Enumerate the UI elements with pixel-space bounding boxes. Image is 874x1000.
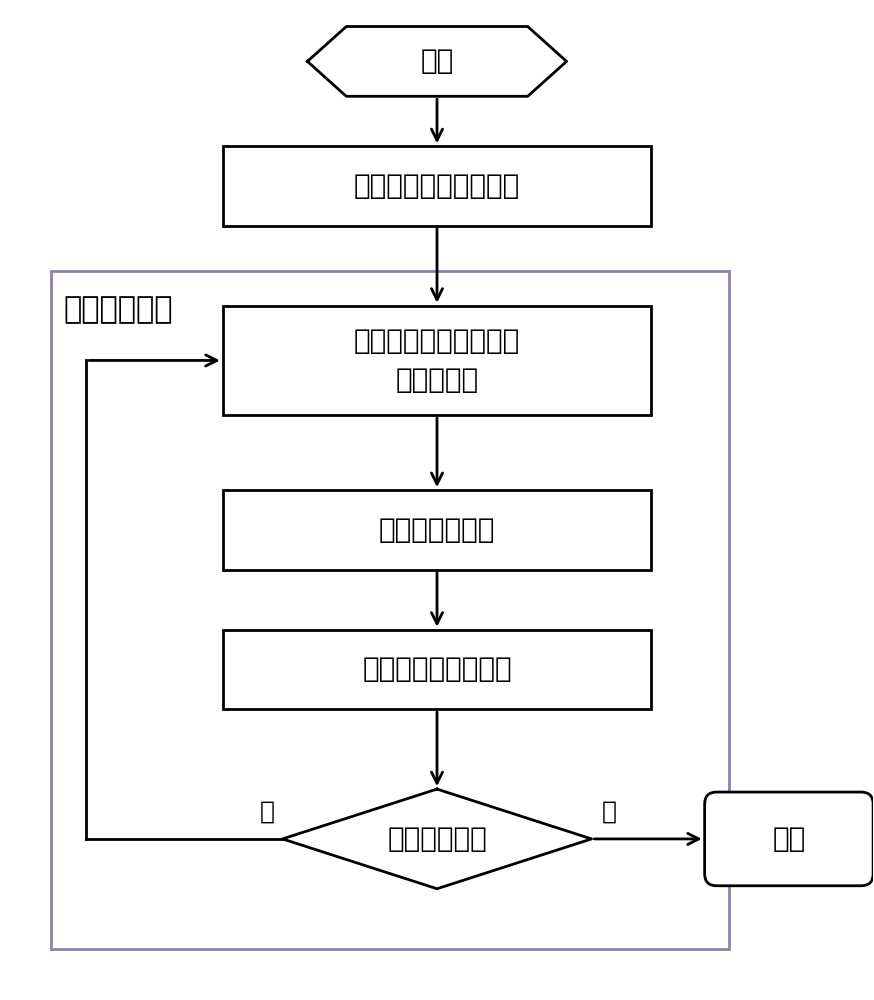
Bar xyxy=(223,490,651,570)
Text: 开始: 开始 xyxy=(420,47,454,75)
Text: 结束: 结束 xyxy=(773,825,806,853)
Polygon shape xyxy=(282,789,592,889)
FancyBboxPatch shape xyxy=(704,792,873,886)
Text: 选择最里层包含关系的
两层多边形: 选择最里层包含关系的 两层多边形 xyxy=(354,327,520,394)
Text: 组织多边形的新边界: 组织多边形的新边界 xyxy=(362,655,512,683)
Bar xyxy=(223,146,651,226)
Text: 循环边界组织: 循环边界组织 xyxy=(63,296,173,325)
Text: 最外层边界？: 最外层边界？ xyxy=(387,825,487,853)
Polygon shape xyxy=(308,27,566,96)
Bar xyxy=(52,271,729,949)
Text: 是: 是 xyxy=(601,800,616,824)
Text: 否: 否 xyxy=(260,800,274,824)
Text: 寻找最短连接线: 寻找最短连接线 xyxy=(378,516,496,544)
Bar xyxy=(223,630,651,709)
Text: 初始化多边形包含关系: 初始化多边形包含关系 xyxy=(354,172,520,200)
Bar xyxy=(223,306,651,415)
